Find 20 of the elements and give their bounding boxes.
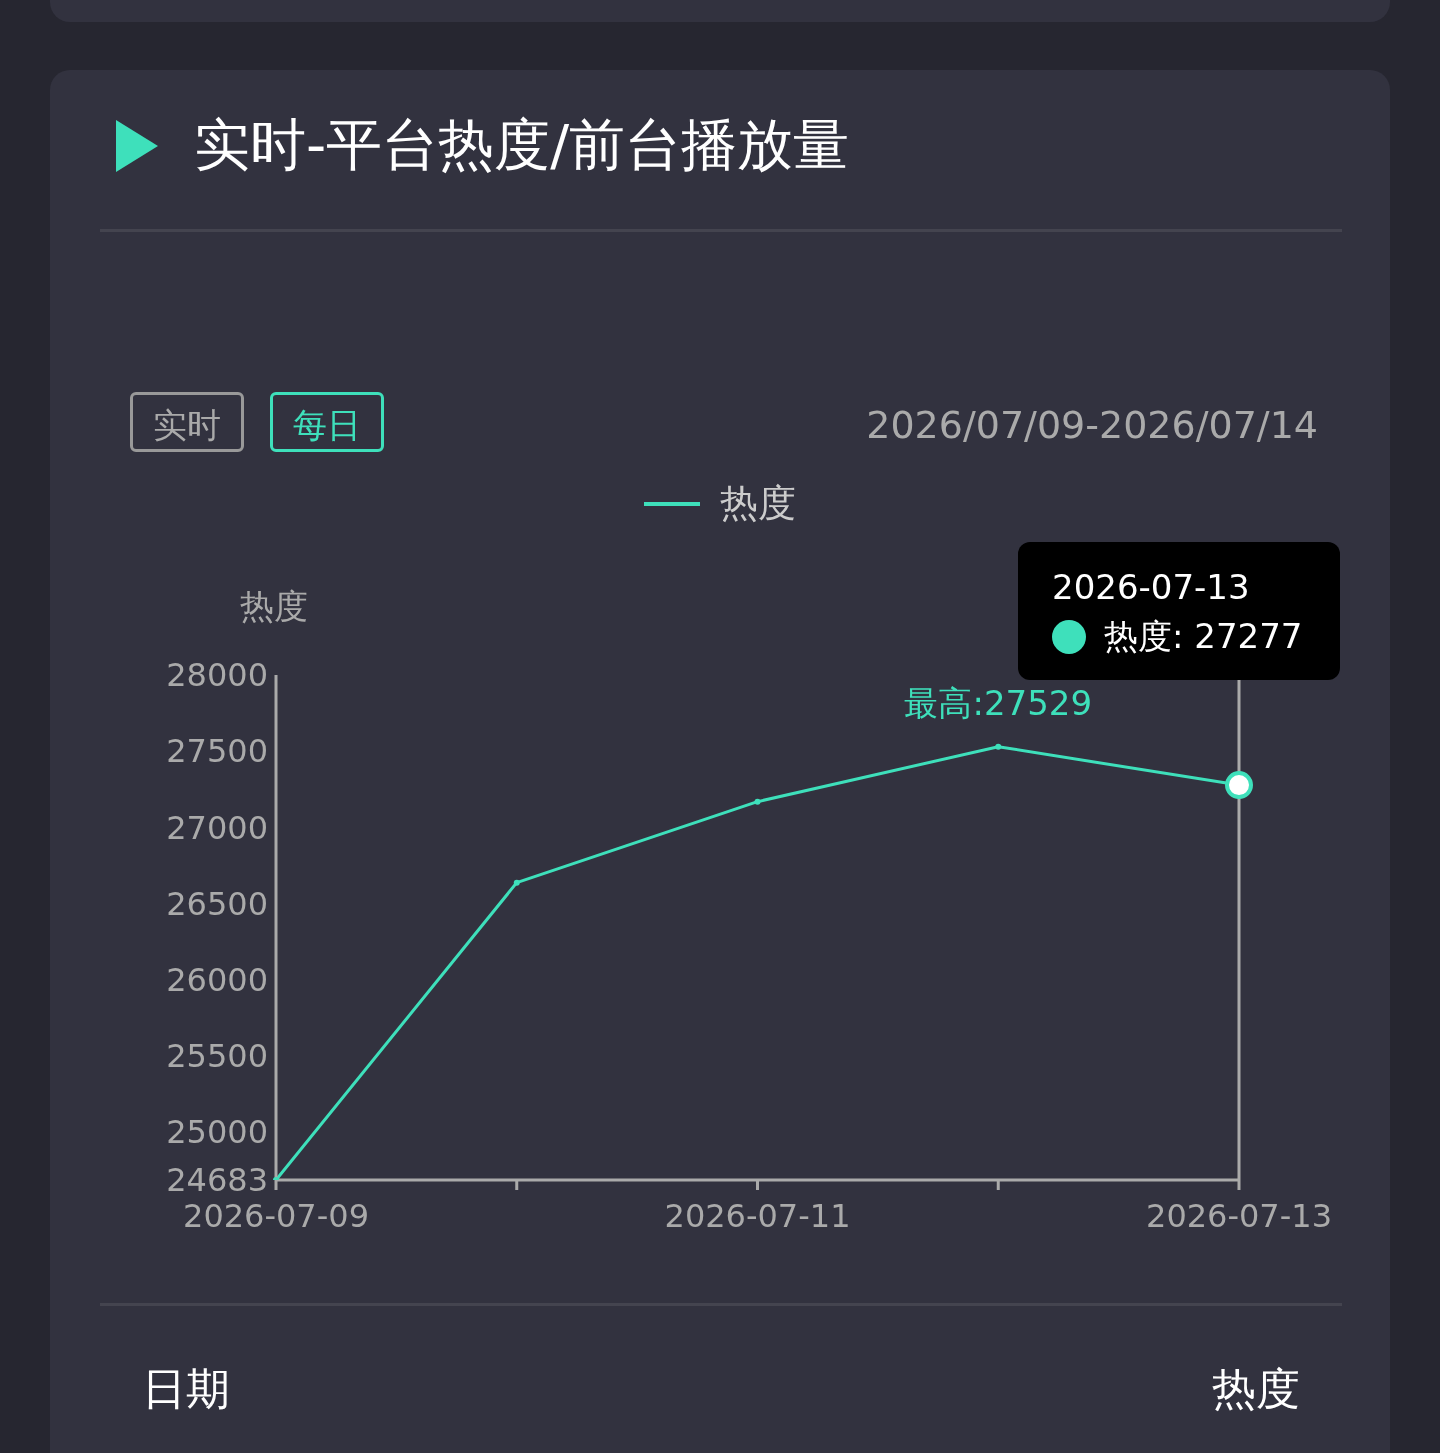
text: 热度 xyxy=(1212,1362,1300,1416)
annotation: 最高:27529 xyxy=(904,682,1093,723)
y-tick-label: 25000 xyxy=(166,1113,268,1152)
chart-title: 实时-平台热度/前台播放量 xyxy=(194,111,850,179)
text: 2026-07-13 xyxy=(1052,567,1250,607)
legend-label: 热度 xyxy=(720,480,796,527)
x-tick-label: 2026-07-11 xyxy=(664,1196,851,1235)
y-axis-title: 热度 xyxy=(240,585,308,628)
text: 实时 xyxy=(130,392,244,452)
y-tick-label: 25500 xyxy=(166,1036,268,1075)
y-tick-label: 27500 xyxy=(166,732,268,771)
text: 每日 xyxy=(270,392,384,452)
y-tick-label: 28000 xyxy=(166,656,268,695)
chart-subtitle: 2026/07/09-2026/07/14 xyxy=(866,403,1318,447)
y-tick-label: 26500 xyxy=(166,884,268,923)
y-tick-label: 26000 xyxy=(166,960,268,999)
text: 热度: 27277 xyxy=(1104,615,1303,658)
text: 日期 xyxy=(142,1362,230,1416)
x-tick-label: 2026-07-13 xyxy=(1146,1196,1332,1235)
y-tick-label: 27000 xyxy=(166,808,268,847)
